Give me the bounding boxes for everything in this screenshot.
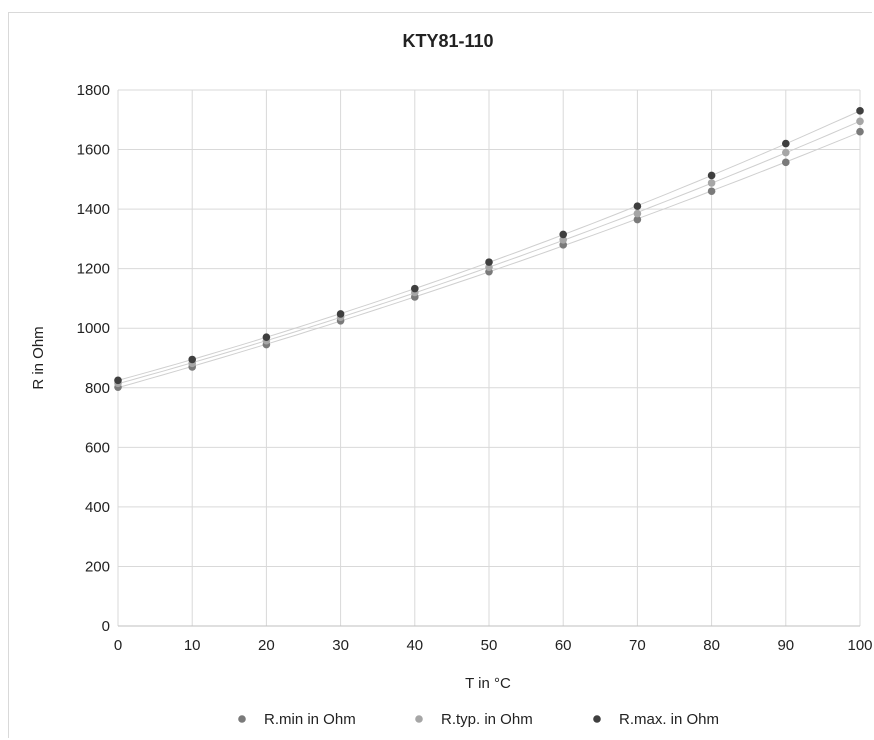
data-point (633, 202, 642, 210)
x-tick-label: 70 (629, 637, 646, 654)
data-point (782, 148, 790, 157)
x-tick-label: 90 (777, 637, 794, 654)
data-point (856, 117, 864, 126)
legend-label: R.max. in Ohm (619, 711, 719, 728)
y-tick-label: 400 (85, 499, 110, 516)
y-tick-label: 800 (85, 380, 110, 397)
y-tick-label: 1000 (77, 320, 110, 337)
legend: R.min in Ohm R.typ. in Ohm R.max. in Ohm (238, 711, 719, 728)
data-point (559, 235, 567, 244)
data-point (633, 215, 642, 224)
data-point (707, 179, 716, 187)
data-point (856, 107, 864, 115)
x-tick-label: 40 (406, 637, 423, 654)
x-tick-label: 50 (481, 637, 498, 654)
y-tick-label: 1600 (77, 142, 110, 159)
data-point (336, 310, 345, 318)
legend-label: R.min in Ohm (264, 711, 356, 728)
data-point (856, 127, 864, 136)
y-tick-label: 0 (102, 618, 110, 635)
y-tick-label: 1200 (77, 261, 110, 278)
x-tick-label: 80 (703, 637, 720, 654)
data-point (188, 355, 196, 364)
data-point (411, 284, 419, 293)
x-tick-label: 10 (184, 637, 201, 654)
x-axis-label: T in °C (465, 675, 511, 692)
y-tick-label: 600 (85, 439, 110, 456)
grid-lines (117, 89, 861, 627)
legend-label: R.typ. in Ohm (441, 711, 533, 728)
legend-marker (593, 715, 601, 723)
x-tick-label: 20 (258, 637, 275, 654)
chart-border (8, 12, 872, 738)
x-axis-ticks: 0 10 20 30 40 50 60 70 80 90 100 (114, 637, 873, 654)
x-tick-label: 30 (332, 637, 349, 654)
data-points (114, 107, 864, 391)
data-point (114, 376, 122, 385)
data-point (633, 209, 642, 218)
data-point (485, 258, 493, 266)
data-point (782, 158, 790, 167)
legend-marker (238, 715, 246, 723)
data-point (707, 171, 716, 180)
data-point (262, 333, 271, 341)
y-tick-label: 1800 (77, 82, 110, 99)
y-axis-label: R in Ohm (30, 326, 47, 389)
x-tick-label: 60 (555, 637, 572, 654)
y-tick-label: 200 (85, 558, 110, 575)
data-point (782, 139, 790, 148)
x-tick-label: 100 (847, 637, 872, 654)
chart-title: KTY81-110 (402, 31, 493, 51)
y-axis-ticks: 0 200 400 600 800 1000 1200 1400 1600 1800 (77, 82, 110, 635)
legend-marker (415, 715, 423, 723)
data-point (559, 230, 567, 239)
data-point (707, 187, 716, 196)
x-tick-label: 0 (114, 637, 122, 654)
y-tick-label: 1400 (77, 201, 110, 218)
